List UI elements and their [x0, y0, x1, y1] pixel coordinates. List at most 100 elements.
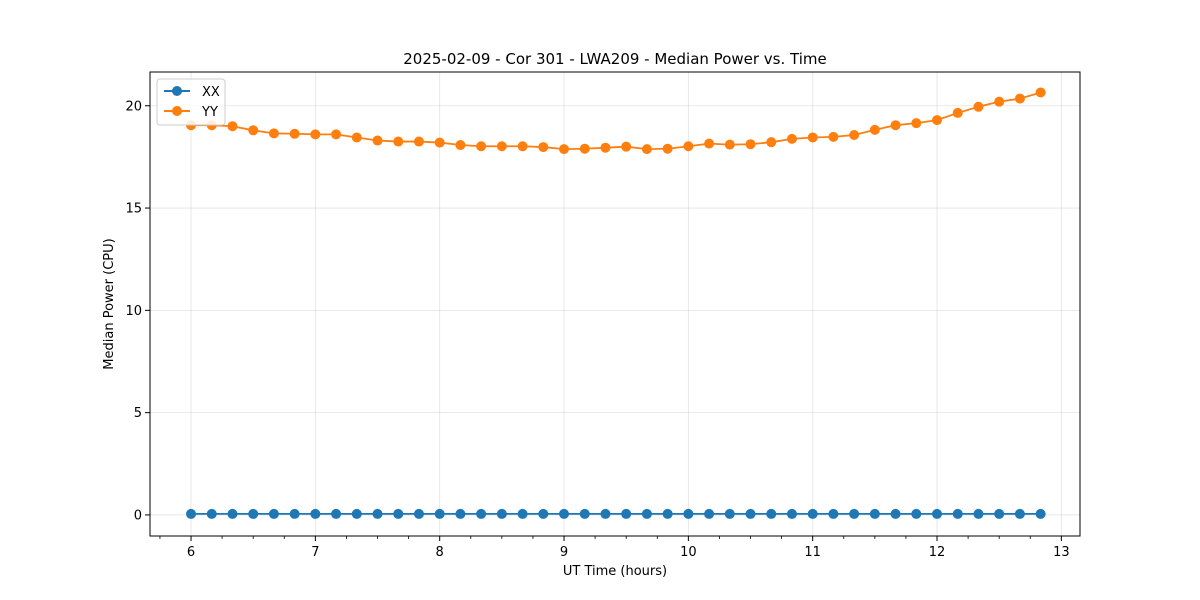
data-point-xx — [662, 508, 673, 519]
data-point-yy — [310, 129, 321, 140]
data-point-yy — [351, 132, 362, 143]
data-point-xx — [372, 508, 383, 519]
x-tick-label: 6 — [187, 545, 195, 560]
data-point-xx — [579, 508, 590, 519]
data-point-xx — [973, 508, 984, 519]
data-point-yy — [807, 132, 818, 143]
data-point-yy — [289, 128, 300, 139]
data-point-xx — [517, 508, 528, 519]
data-point-xx — [455, 508, 466, 519]
y-tick-label: 5 — [134, 406, 142, 421]
data-point-yy — [434, 137, 445, 148]
data-point-xx — [434, 508, 445, 519]
data-point-yy — [849, 130, 860, 141]
data-point-yy — [704, 138, 715, 149]
x-tick-label: 9 — [560, 545, 568, 560]
data-point-xx — [724, 508, 735, 519]
data-point-xx — [786, 508, 797, 519]
data-point-xx — [559, 508, 570, 519]
y-tick-label: 20 — [125, 99, 142, 114]
data-point-xx — [331, 508, 342, 519]
data-point-yy — [745, 139, 756, 150]
data-point-yy — [869, 124, 880, 135]
data-point-yy — [662, 143, 673, 154]
data-point-yy — [372, 135, 383, 146]
data-point-xx — [476, 508, 487, 519]
data-point-xx — [351, 508, 362, 519]
data-point-xx — [289, 508, 300, 519]
legend-marker-xx — [172, 86, 182, 96]
data-point-yy — [786, 133, 797, 144]
data-point-xx — [310, 508, 321, 519]
data-point-yy — [579, 143, 590, 154]
data-point-xx — [1014, 508, 1025, 519]
data-point-yy — [393, 136, 404, 147]
data-point-yy — [455, 140, 466, 151]
data-point-xx — [1035, 508, 1046, 519]
data-point-yy — [973, 101, 984, 112]
data-point-yy — [724, 139, 735, 150]
data-point-xx — [952, 508, 963, 519]
data-point-xx — [911, 508, 922, 519]
data-point-xx — [745, 508, 756, 519]
data-point-yy — [911, 118, 922, 129]
data-point-xx — [621, 508, 632, 519]
y-tick-label: 0 — [134, 508, 142, 523]
data-point-xx — [227, 508, 238, 519]
data-point-xx — [206, 508, 217, 519]
data-point-yy — [331, 129, 342, 140]
grid-layer — [150, 72, 1080, 536]
data-point-xx — [496, 508, 507, 519]
data-point-yy — [227, 121, 238, 132]
legend-label-yy: YY — [201, 105, 218, 120]
chart-title: 2025-02-09 - Cor 301 - LWA209 - Median P… — [403, 50, 827, 68]
y-axis: 0 5 10 15 20 — [125, 99, 150, 523]
data-point-xx — [704, 508, 715, 519]
data-point-yy — [248, 125, 259, 136]
x-tick-label: 13 — [1053, 545, 1070, 560]
data-point-xx — [600, 508, 611, 519]
data-point-yy — [683, 141, 694, 152]
x-tick-label: 12 — [929, 545, 946, 560]
x-tick-label: 7 — [311, 545, 319, 560]
data-point-xx — [766, 508, 777, 519]
data-point-xx — [869, 508, 880, 519]
x-tick-label: 8 — [436, 545, 444, 560]
data-point-yy — [890, 120, 901, 131]
legend: XX YY — [156, 78, 226, 126]
y-tick-label: 15 — [125, 202, 142, 217]
data-point-yy — [1035, 87, 1046, 98]
data-point-yy — [1014, 93, 1025, 104]
data-point-yy — [932, 115, 943, 126]
data-point-yy — [538, 142, 549, 153]
x-axis-label: UT Time (hours) — [563, 564, 667, 579]
data-point-xx — [932, 508, 943, 519]
data-point-yy — [994, 96, 1005, 107]
x-tick-label: 10 — [680, 545, 697, 560]
data-point-xx — [683, 508, 694, 519]
y-tick-label: 10 — [125, 304, 142, 319]
data-point-xx — [807, 508, 818, 519]
data-point-xx — [828, 508, 839, 519]
data-point-xx — [890, 508, 901, 519]
data-point-yy — [496, 141, 507, 152]
x-tick-label: 11 — [804, 545, 821, 560]
data-point-yy — [413, 136, 424, 147]
plot-frame — [149, 71, 1081, 537]
series-layer — [186, 87, 1046, 519]
data-point-yy — [641, 144, 652, 155]
y-axis-label: Median Power (CPU) — [102, 238, 117, 369]
data-point-yy — [476, 141, 487, 152]
legend-label-xx: XX — [202, 85, 220, 100]
data-point-yy — [766, 137, 777, 148]
data-point-yy — [621, 141, 632, 152]
data-point-yy — [517, 141, 528, 152]
data-point-xx — [186, 508, 197, 519]
data-point-xx — [994, 508, 1005, 519]
data-point-xx — [413, 508, 424, 519]
legend-marker-yy — [172, 106, 182, 116]
data-point-xx — [641, 508, 652, 519]
data-point-xx — [268, 508, 279, 519]
data-point-yy — [600, 142, 611, 153]
